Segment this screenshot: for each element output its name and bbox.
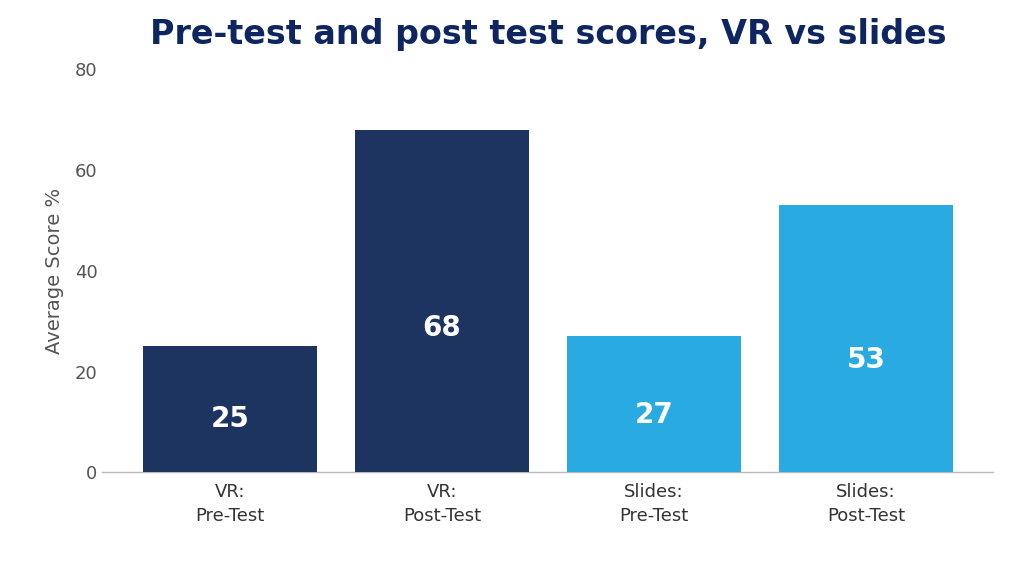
Bar [355, 130, 528, 472]
Bar [143, 346, 316, 472]
Title: Pre-test and post test scores, VR vs slides: Pre-test and post test scores, VR vs sli… [150, 18, 946, 51]
Text: 25: 25 [210, 406, 249, 433]
Text: 68: 68 [423, 314, 461, 342]
Bar [567, 336, 740, 472]
Bar [779, 205, 952, 472]
Text: 27: 27 [635, 401, 673, 429]
Text: 53: 53 [847, 346, 886, 374]
Y-axis label: Average Score %: Average Score % [45, 188, 63, 354]
